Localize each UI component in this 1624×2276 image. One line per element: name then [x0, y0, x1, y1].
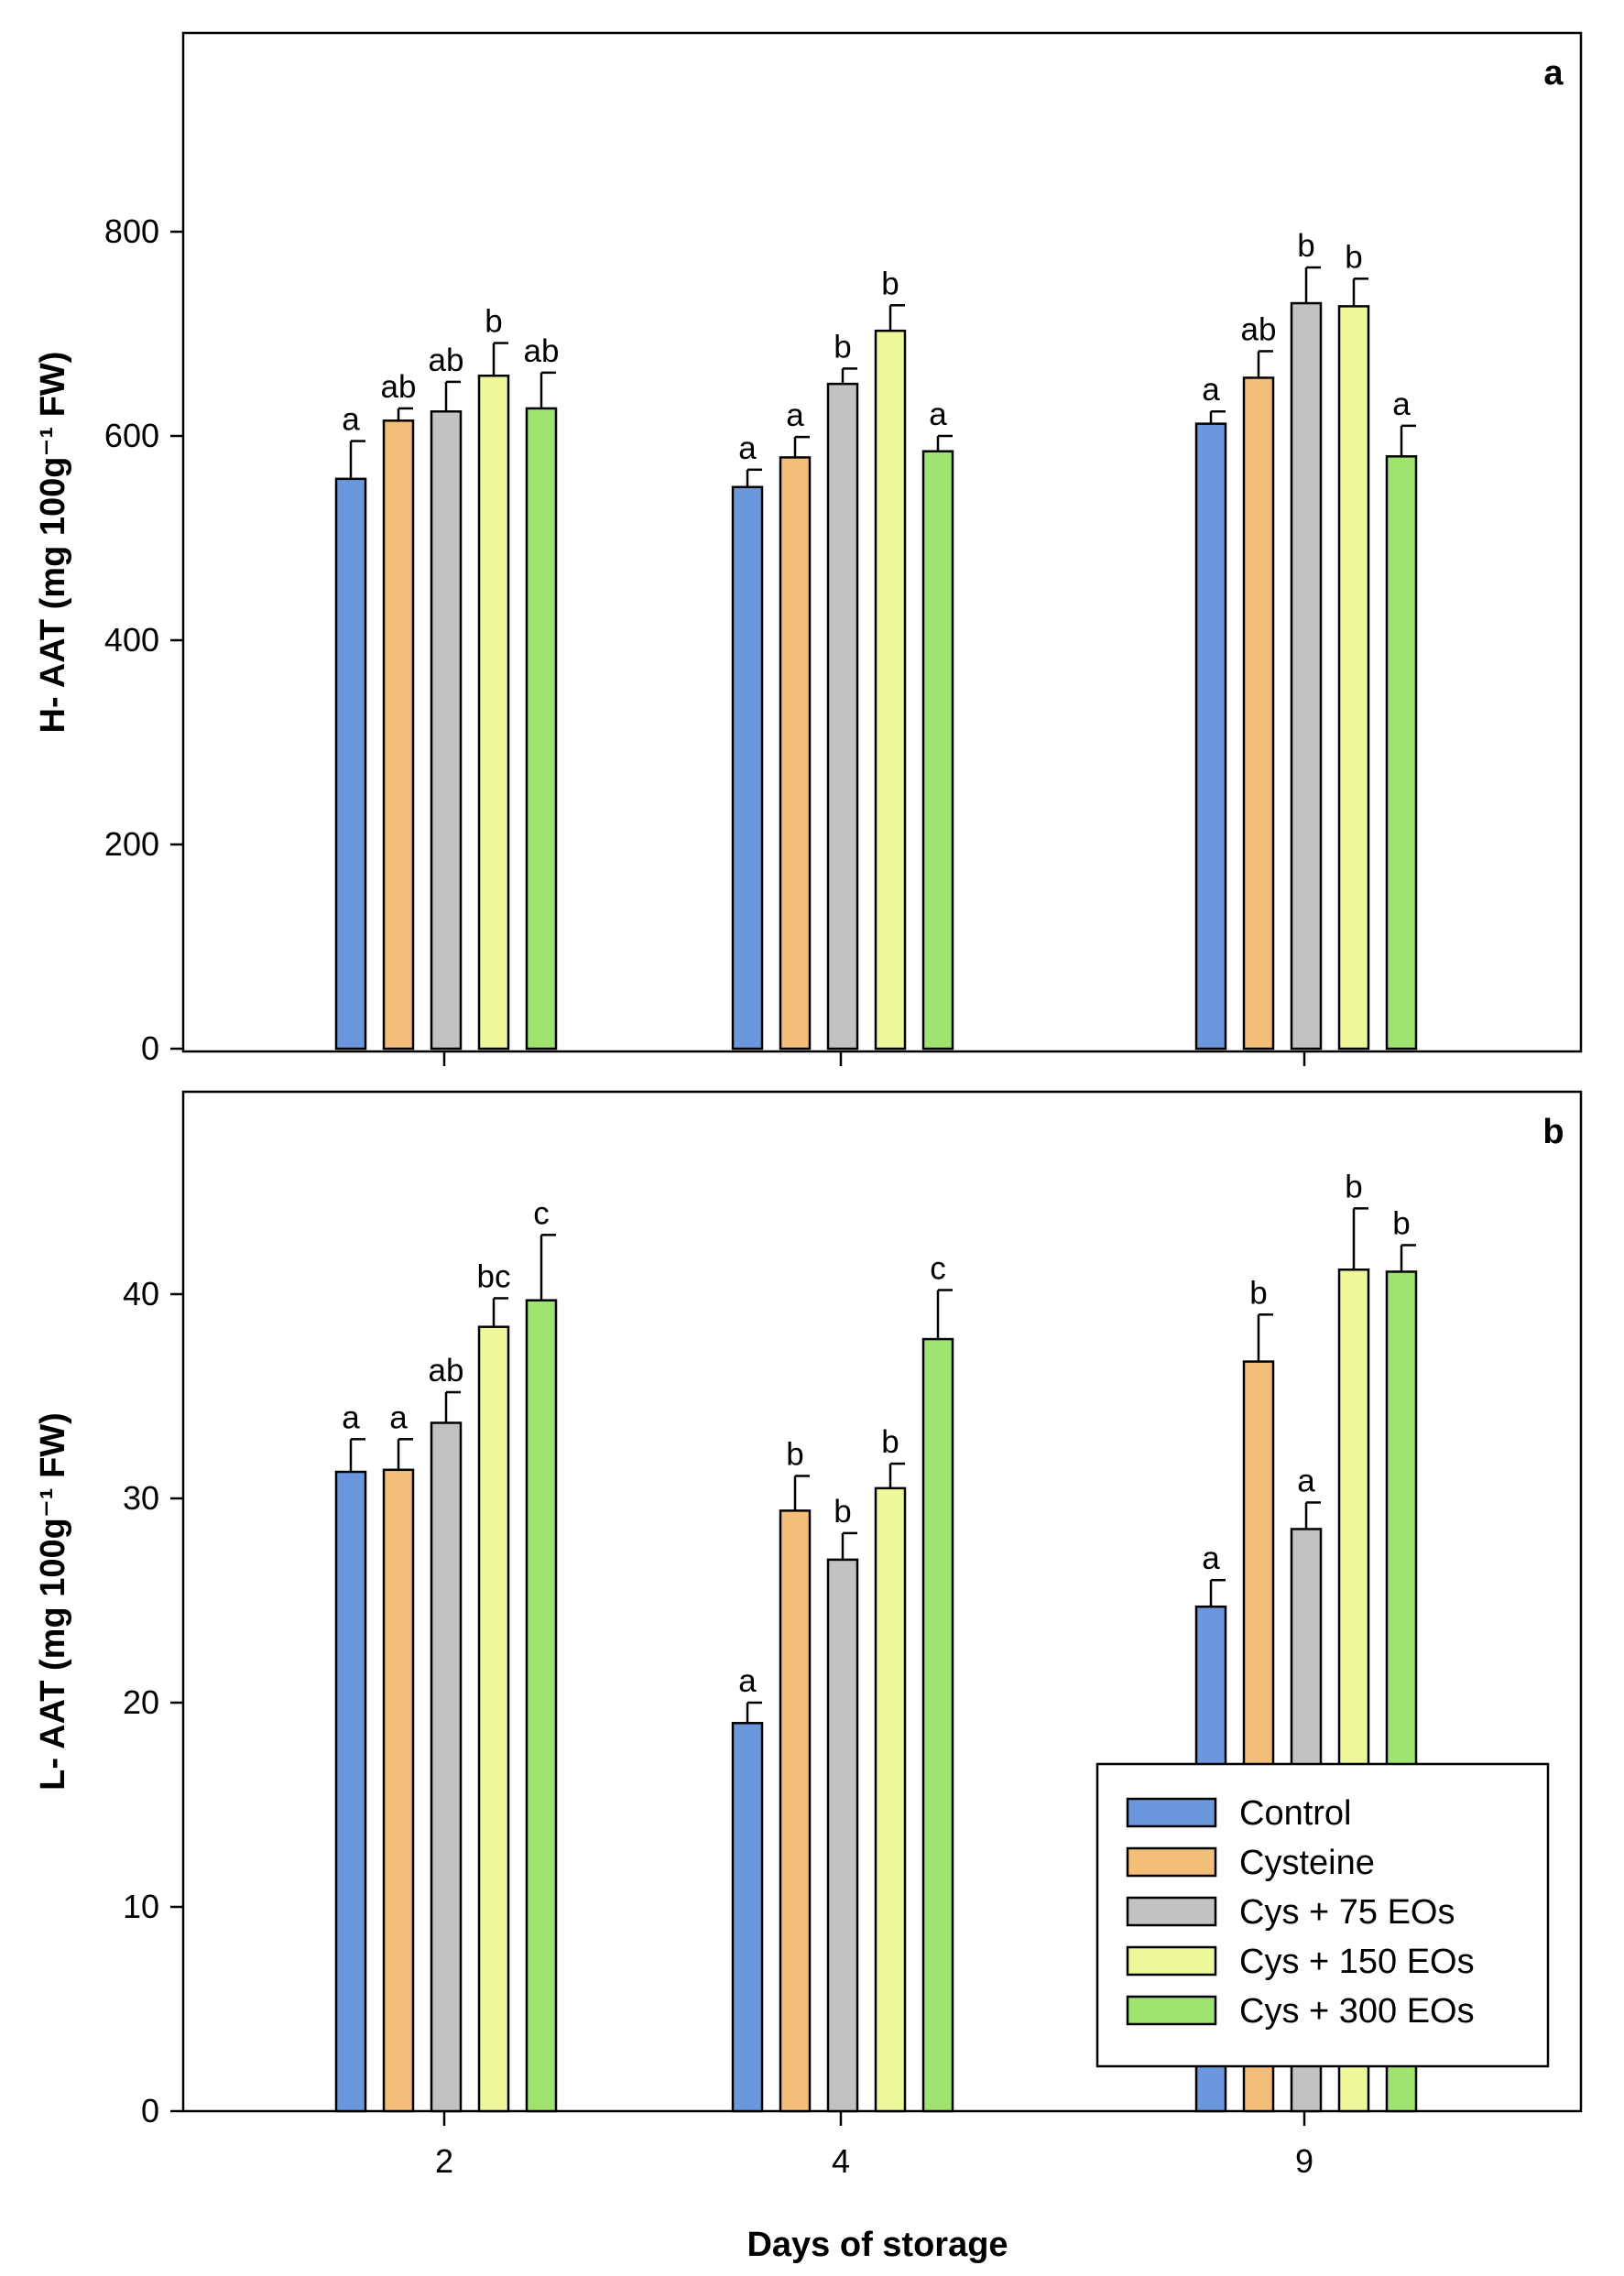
significance-label: b	[485, 304, 502, 340]
y-axis-title: H- AAT (mg 100g⁻¹ FW)	[34, 352, 72, 734]
significance-label: a	[1202, 372, 1220, 408]
significance-label: a	[389, 1399, 408, 1435]
significance-label: a	[738, 430, 757, 466]
y-tick-label: 200	[104, 825, 159, 863]
significance-label: ab	[429, 1353, 464, 1388]
bar	[525, 407, 558, 1051]
significance-label: b	[881, 266, 899, 301]
bar	[731, 1722, 764, 2113]
significance-label: bc	[477, 1258, 511, 1294]
significance-label: b	[1249, 1275, 1267, 1311]
significance-label: a	[929, 397, 947, 432]
y-tick-label: 400	[104, 621, 159, 659]
legend-swatch	[1126, 1846, 1217, 1878]
bar	[779, 456, 812, 1051]
bar	[334, 1470, 367, 2113]
bar	[874, 329, 907, 1051]
bar	[1290, 301, 1323, 1051]
significance-label: b	[834, 329, 851, 365]
bar	[382, 419, 415, 1051]
bar	[382, 1468, 415, 2113]
y-axis-title: L- AAT (mg 100g⁻¹ FW)	[34, 1412, 72, 1791]
legend-swatch	[1126, 1896, 1217, 1927]
y-tick-label: 0	[141, 1029, 159, 1067]
significance-label: b	[834, 1494, 851, 1530]
significance-label: b	[1345, 1169, 1362, 1204]
x-tick-label: 9	[1295, 2142, 1313, 2180]
significance-label: c	[930, 1251, 946, 1287]
bar	[477, 374, 510, 1051]
panel-letter: a	[1543, 54, 1564, 93]
significance-label: b	[1297, 228, 1314, 264]
significance-label: ab	[1241, 311, 1277, 347]
bar	[921, 450, 954, 1051]
significance-label: a	[738, 1663, 757, 1699]
bar	[477, 1325, 510, 2113]
significance-label: b	[786, 1436, 803, 1472]
legend-label: Cys + 300 EOs	[1239, 1992, 1475, 2031]
significance-label: a	[1202, 1541, 1220, 1576]
significance-label: a	[1392, 387, 1411, 422]
y-tick-label: 800	[104, 212, 159, 250]
bar	[1337, 305, 1370, 1051]
bar	[731, 485, 764, 1051]
x-tick-label: 4	[832, 2142, 850, 2180]
y-tick-label: 600	[104, 417, 159, 454]
bar	[334, 477, 367, 1051]
y-tick-label: 20	[123, 1683, 159, 1721]
significance-label: b	[881, 1424, 899, 1460]
bar	[1242, 376, 1275, 1051]
legend-swatch	[1126, 1995, 1217, 2026]
significance-label: a	[1297, 1463, 1315, 1498]
legend: Control Cysteine Cys + 75 EOs Cys + 150 EOs…	[1095, 1762, 1550, 2068]
legend-label: Cysteine	[1239, 1844, 1375, 1882]
significance-label: ab	[381, 369, 417, 405]
y-tick-label: 0	[141, 2092, 159, 2129]
bar	[1385, 455, 1418, 1051]
bar	[430, 409, 463, 1051]
significance-label: b	[1392, 1205, 1410, 1241]
x-axis-title: Days of storage	[747, 2226, 1008, 2264]
panel-letter: b	[1542, 1113, 1564, 1151]
bar	[430, 1421, 463, 2113]
bar	[1194, 422, 1227, 1051]
significance-label: a	[342, 402, 360, 438]
legend-swatch	[1126, 1945, 1217, 1977]
bar	[826, 1558, 859, 2113]
bar	[779, 1509, 812, 2113]
bar	[874, 1486, 907, 2113]
significance-label: b	[1345, 239, 1362, 275]
bar	[826, 382, 859, 1051]
legend-label: Cys + 150 EOs	[1239, 1943, 1475, 1981]
y-tick-label: 40	[123, 1275, 159, 1312]
significance-label: ab	[524, 333, 560, 369]
significance-label: c	[533, 1195, 550, 1231]
significance-label: a	[786, 397, 804, 433]
plot-frame	[181, 31, 1583, 1053]
y-tick-label: 30	[123, 1479, 159, 1517]
bar	[525, 1299, 558, 2113]
bar	[921, 1337, 954, 2113]
significance-label: ab	[429, 343, 464, 378]
legend-label: Control	[1239, 1794, 1352, 1833]
x-tick-label: 2	[435, 2142, 453, 2180]
legend-label: Cys + 75 EOs	[1239, 1893, 1455, 1932]
significance-label: a	[342, 1399, 360, 1435]
legend-swatch	[1126, 1797, 1217, 1828]
y-tick-label: 10	[123, 1888, 159, 1925]
